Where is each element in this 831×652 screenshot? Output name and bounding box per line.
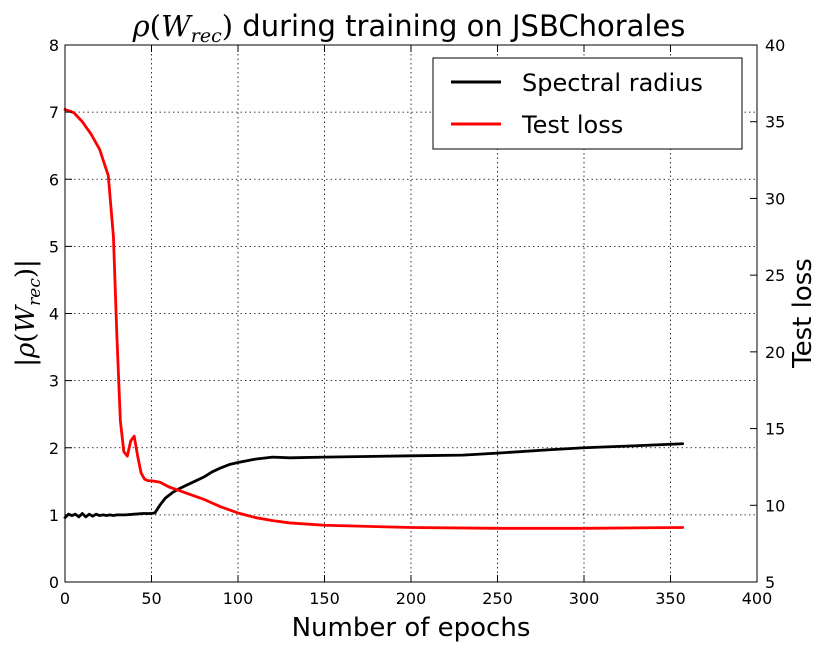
title-math-sub: rec xyxy=(191,25,222,47)
x-tick-label-4: 200 xyxy=(396,589,427,608)
y-left-tick-label-1: 1 xyxy=(49,506,59,525)
y-right-tick-label-5: 30 xyxy=(765,189,785,208)
y-left-tick-label-3: 3 xyxy=(49,372,59,391)
title-math-var: W xyxy=(161,9,193,43)
y-right-tick-label-1: 10 xyxy=(765,496,785,515)
y-left-tick-label-6: 6 xyxy=(49,170,59,189)
legend: Spectral radius Test loss xyxy=(432,57,743,150)
legend-label-test-loss: Test loss xyxy=(521,111,623,139)
ylabel-var: W xyxy=(11,304,41,333)
ylabel-open: ( xyxy=(11,333,41,343)
title-math-symbol: ρ xyxy=(132,9,150,43)
x-tick-label-7: 350 xyxy=(655,589,686,608)
y-left-tick-label-0: 0 xyxy=(49,573,59,592)
y-axis-label-left: |ρ(Wrec)| xyxy=(11,259,45,367)
x-tick-label-5: 250 xyxy=(482,589,513,608)
title-math-close: ) xyxy=(222,9,233,43)
ticks: 0 50 100 150 200 250 300 350 400 0 1 2 3 4 5 6 7 8 5 10 15 20… xyxy=(49,36,786,608)
ylabel-close: ) xyxy=(11,268,41,278)
legend-box xyxy=(432,57,743,150)
y-left-tick-label-7: 7 xyxy=(49,103,59,122)
y-right-tick-label-3: 20 xyxy=(765,343,785,362)
y-left-tick-label-2: 2 xyxy=(49,439,59,458)
chart-title: ρ(Wrec) during training on JSBChorales xyxy=(132,9,686,47)
y-left-tick-label-5: 5 xyxy=(49,237,59,256)
ylabel-sub: rec xyxy=(25,278,45,306)
y-axis-label-right: Test loss xyxy=(788,258,818,369)
y-left-tick-label-8: 8 xyxy=(49,36,59,55)
x-tick-label-6: 300 xyxy=(569,589,600,608)
x-tick-label-1: 50 xyxy=(141,589,161,608)
title-rest: during training on JSBChorales xyxy=(233,9,685,43)
legend-label-spectral-radius: Spectral radius xyxy=(522,69,703,97)
series-layer xyxy=(63,108,685,530)
series-line-test-loss xyxy=(63,108,685,530)
title-math-open: ( xyxy=(150,9,161,43)
ylabel-bar-open: | xyxy=(11,358,41,367)
x-tick-label-0: 0 xyxy=(60,589,70,608)
x-tick-label-3: 150 xyxy=(309,589,340,608)
ylabel-math-symbol: ρ xyxy=(11,342,41,359)
y-left-tick-label-4: 4 xyxy=(49,305,59,324)
ylabel-bar-close: | xyxy=(11,259,41,268)
y-right-tick-label-6: 35 xyxy=(765,113,785,132)
y-right-tick-label-2: 15 xyxy=(765,420,785,439)
y-right-tick-label-7: 40 xyxy=(765,36,785,55)
y-right-tick-label-4: 25 xyxy=(765,266,785,285)
x-tick-label-2: 100 xyxy=(223,589,254,608)
x-axis-label: Number of epochs xyxy=(292,613,531,643)
x-tick-label-8: 400 xyxy=(742,589,773,608)
series-line-spectral-radius xyxy=(63,442,685,519)
y-right-tick-label-0: 5 xyxy=(765,573,775,592)
